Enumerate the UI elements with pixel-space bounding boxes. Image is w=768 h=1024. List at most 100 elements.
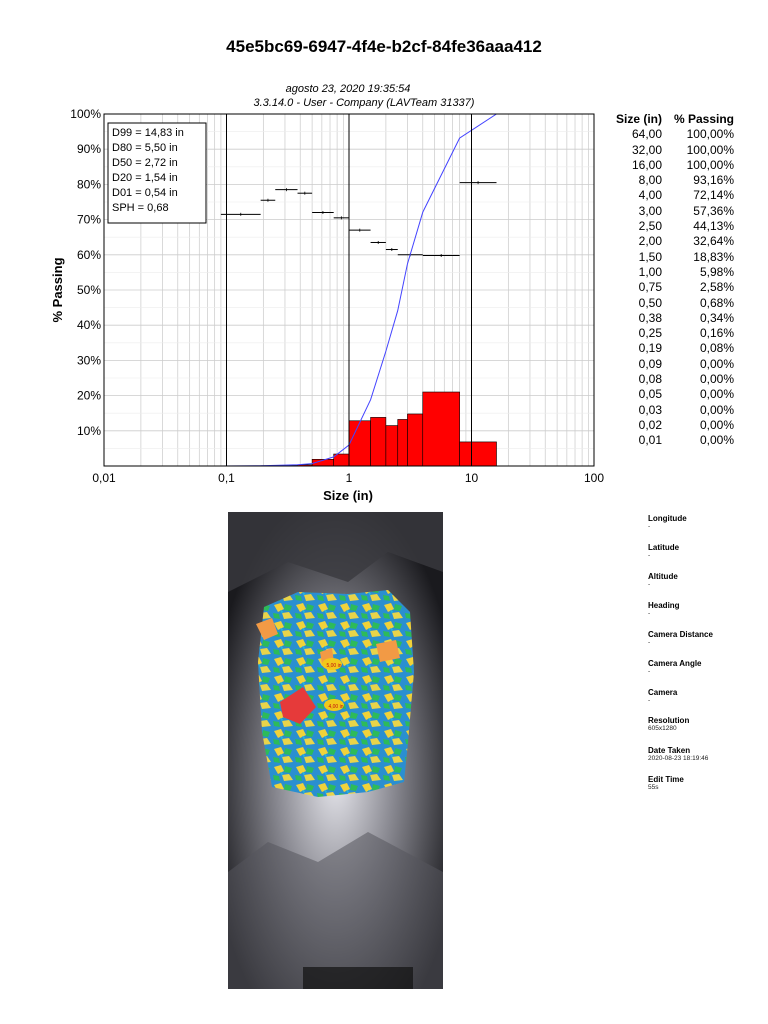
meta-item: Latitude -: [648, 543, 758, 559]
x-tick-label: 0,1: [218, 471, 235, 485]
table-row: 8,00 93,16%: [600, 173, 750, 188]
table-cell-size: 0,25: [638, 326, 662, 341]
meta-item: Camera Distance -: [648, 630, 758, 646]
table-row: 64,00 100,00%: [600, 127, 750, 142]
table-row: 0,03 0,00%: [600, 403, 750, 418]
photo-label-2: 4,00 in: [328, 704, 343, 710]
table-cell-size: 1,50: [638, 249, 662, 264]
meta-item: Date Taken 2020-08-23 18:19:46: [648, 746, 758, 762]
meta-value: -: [648, 523, 651, 530]
y-tick-label: 50%: [77, 283, 101, 297]
table-cell-passing: 32,64%: [693, 234, 734, 249]
meta-value: 605x1280: [648, 725, 677, 732]
y-tick-label: 100%: [70, 107, 101, 121]
plot-frame: [103, 113, 595, 467]
histogram-bar: [422, 391, 460, 467]
table-header-size: Size (in): [615, 112, 662, 126]
y-tick-label: 40%: [77, 318, 101, 332]
table-cell-passing: 0,68%: [699, 295, 734, 310]
table-cell-size: 0,03: [638, 402, 662, 417]
table-cell-passing: 0,00%: [699, 433, 734, 448]
table-header: Size (in) % Passing: [600, 112, 750, 127]
meta-value: -: [648, 697, 651, 704]
table-cell-passing: 0,34%: [699, 310, 734, 325]
table-cell-size: 0,01: [638, 433, 662, 448]
fragmentation-photo: 5,00 in 4,00 in: [228, 512, 443, 989]
meta-value: -: [648, 668, 651, 675]
table-row: 0,75 2,58%: [600, 280, 750, 295]
meta-key: Date Taken: [648, 746, 691, 755]
meta-value: -: [648, 552, 651, 559]
meta-key: Longitude: [648, 514, 687, 523]
table-cell-passing: 18,83%: [693, 249, 734, 264]
table-row: 1,50 18,83%: [600, 250, 750, 265]
meta-value: -: [648, 581, 651, 588]
chart-version-line: 3.3.14.0 - User - Company (LAVTeam 31337…: [254, 97, 475, 109]
stats-box: D99 = 14,83 in D80 = 5,50 in D50 = 2,72 …: [107, 122, 207, 224]
meta-key: Resolution: [648, 716, 690, 725]
table-row: 0,05 0,00%: [600, 387, 750, 402]
meta-key: Heading: [648, 601, 680, 610]
table-row: 0,25 0,16%: [600, 326, 750, 341]
x-tick-label: 10: [465, 471, 479, 485]
passing-table: Size (in) % Passing 64,00 100,00% 32,00 100…: [600, 112, 750, 449]
y-tick-label: 60%: [77, 248, 101, 262]
fragmentation-photo-image: 5,00 in 4,00 in: [228, 512, 443, 989]
x-tick-label: 100: [584, 471, 604, 485]
meta-key: Camera Distance: [648, 630, 713, 639]
table-cell-size: 0,05: [638, 387, 662, 402]
size-distribution-chart: 10% 20% 30% 40% 50% 60% 70% 80% 90% 100% 0,01 0,1 1 1…: [50, 83, 604, 503]
table-row: 2,00 32,64%: [600, 234, 750, 249]
table-cell-passing: 93,16%: [693, 173, 734, 188]
y-tick-label: 80%: [77, 177, 101, 191]
table-row: 0,38 0,34%: [600, 311, 750, 326]
y-tick-label: 90%: [77, 142, 101, 156]
y-tick-label: 30%: [77, 353, 101, 367]
table-cell-passing: 0,00%: [699, 356, 734, 371]
table-body: 64,00 100,00% 32,00 100,00% 16,00 100,00% 8,00…: [600, 127, 750, 448]
photo-label-1: 5,00 in: [326, 663, 341, 669]
table-cell-passing: 0,08%: [699, 341, 734, 356]
histogram-bar: [333, 453, 350, 467]
table-cell-size: 8,00: [638, 173, 662, 188]
meta-item: Heading -: [648, 601, 758, 617]
table-cell-size: 64,00: [631, 127, 662, 142]
meta-key: Camera Angle: [648, 659, 702, 668]
table-cell-passing: 57,36%: [693, 203, 734, 218]
table-cell-passing: 72,14%: [693, 188, 734, 203]
table-row: 0,01 0,00%: [600, 433, 750, 448]
meta-value: -: [648, 610, 651, 617]
table-row: 2,50 44,13%: [600, 219, 750, 234]
table-cell-size: 0,75: [638, 280, 662, 295]
meta-item: Edit Time 55s: [648, 775, 758, 791]
meta-item: Longitude -: [648, 514, 758, 530]
table-cell-size: 0,09: [638, 356, 662, 371]
table-row: 0,09 0,00%: [600, 357, 750, 372]
y-tick-label: 10%: [77, 424, 101, 438]
table-row: 4,00 72,14%: [600, 188, 750, 203]
histogram-bar: [397, 419, 408, 467]
table-row: 32,00 100,00%: [600, 143, 750, 158]
meta-key: Latitude: [648, 543, 680, 552]
table-cell-size: 1,00: [638, 264, 662, 279]
table-cell-size: 0,38: [638, 310, 662, 325]
table-cell-size: 16,00: [631, 157, 662, 172]
table-header-passing: % Passing: [673, 112, 734, 126]
meta-key: Camera: [648, 688, 678, 697]
stat-sph: SPH = 0,68: [112, 202, 169, 214]
table-cell-passing: 100,00%: [686, 142, 734, 157]
meta-item: Camera -: [648, 688, 758, 704]
y-tick-label: 20%: [77, 389, 101, 403]
y-tick-label: 70%: [77, 213, 101, 227]
table-cell-passing: 0,00%: [699, 402, 734, 417]
meta-item: Camera Angle -: [648, 659, 758, 675]
meta-key: Edit Time: [648, 775, 684, 784]
histogram-bar: [459, 441, 497, 467]
x-tick-label: 1: [346, 471, 353, 485]
stat-d99: D99 = 14,83 in: [112, 127, 184, 139]
table-cell-size: 0,19: [638, 341, 662, 356]
histogram-bar: [370, 417, 387, 467]
table-cell-size: 0,02: [638, 417, 662, 432]
chart-axes: 10% 20% 30% 40% 50% 60% 70% 80% 90% 100% 0,01 0,1 1 1…: [70, 107, 604, 485]
table-cell-size: 2,50: [638, 219, 662, 234]
